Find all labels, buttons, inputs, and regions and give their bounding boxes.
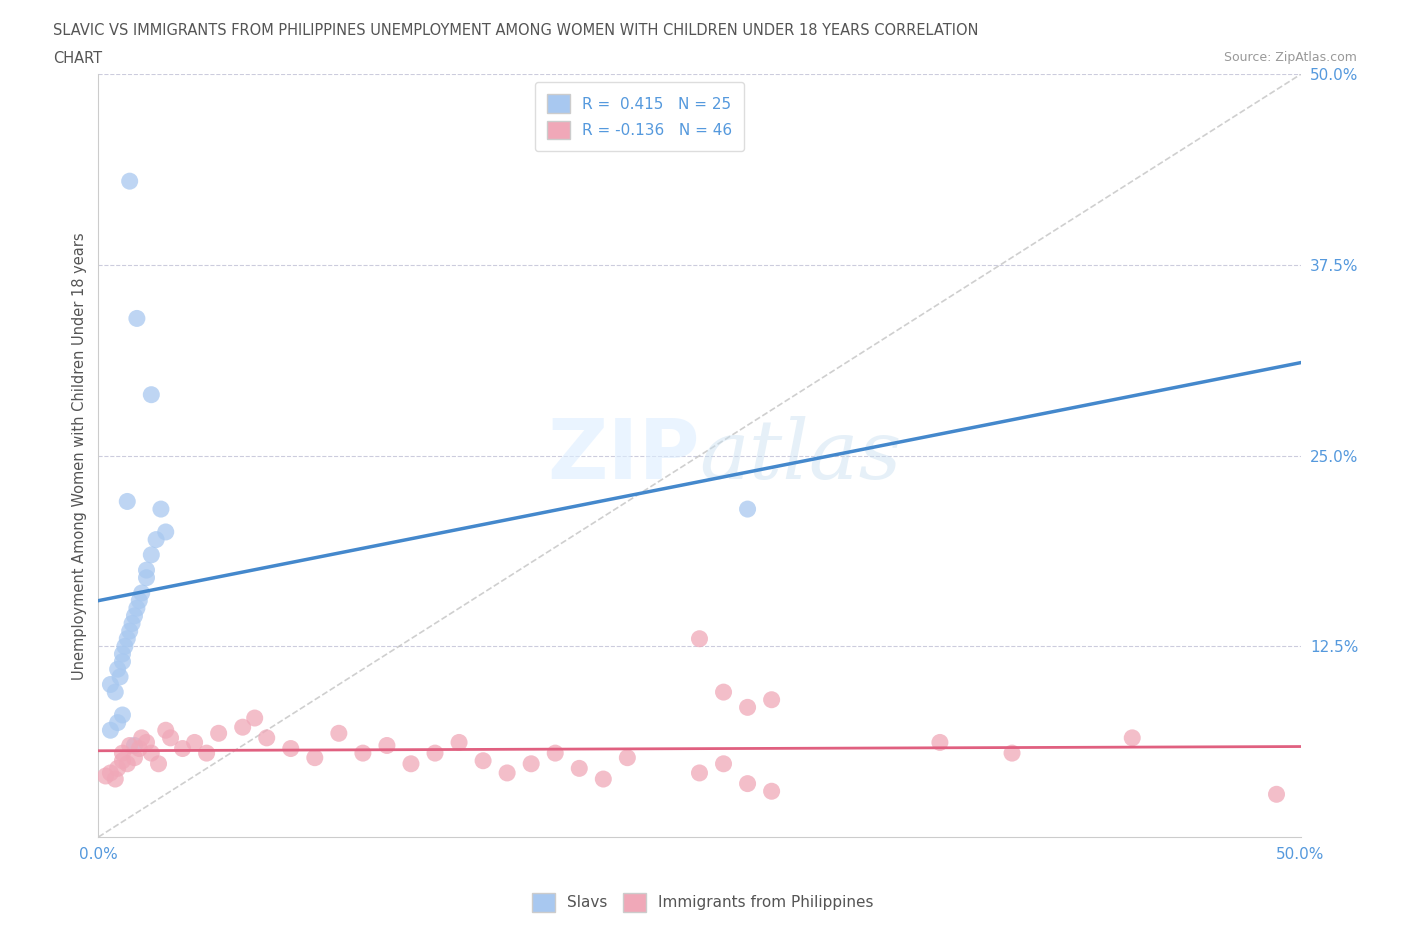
Point [1001, 746, 1024, 761]
Point [423, 746, 446, 761]
Point [141, 548, 163, 563]
Point [135, 570, 157, 585]
Point [100, 677, 122, 692]
Point [124, 738, 146, 753]
Point [195, 746, 218, 761]
Point [124, 751, 146, 765]
Text: SLAVIC VS IMMIGRANTS FROM PHILIPPINES UNEMPLOYMENT AMONG WOMEN WITH CHILDREN UND: SLAVIC VS IMMIGRANTS FROM PHILIPPINES UN… [53, 23, 979, 38]
Text: atlas: atlas [699, 416, 901, 496]
Point [616, 751, 638, 765]
Point [148, 756, 170, 771]
Point [111, 708, 134, 723]
Point [352, 746, 374, 761]
Point [928, 735, 950, 750]
Point [737, 501, 759, 516]
Point [713, 756, 735, 771]
Point [155, 723, 177, 737]
Point [304, 751, 326, 765]
Point [155, 525, 177, 539]
Point [135, 563, 157, 578]
Point [124, 608, 146, 623]
Point [125, 601, 148, 616]
Point [1265, 787, 1288, 802]
Point [447, 735, 470, 750]
Text: ZIP: ZIP [547, 415, 699, 497]
Point [131, 730, 153, 745]
Point [107, 761, 129, 776]
Point [111, 746, 134, 761]
Point [232, 720, 254, 735]
Point [761, 784, 783, 799]
Point [328, 725, 350, 740]
Point [117, 631, 139, 646]
Point [111, 753, 134, 768]
Point [688, 631, 710, 646]
Point [544, 746, 567, 761]
Point [114, 639, 136, 654]
Point [183, 735, 205, 750]
Point [135, 735, 157, 750]
Point [117, 494, 139, 509]
Point [128, 593, 150, 608]
Point [159, 730, 181, 745]
Point [256, 730, 278, 745]
Point [100, 765, 122, 780]
Point [128, 741, 150, 756]
Point [111, 646, 134, 661]
Text: CHART: CHART [53, 51, 103, 66]
Point [125, 311, 148, 325]
Point [118, 738, 141, 753]
Point [121, 616, 143, 631]
Point [1121, 730, 1143, 745]
Point [104, 684, 127, 699]
Point [568, 761, 591, 776]
Point [737, 700, 759, 715]
Point [375, 738, 398, 753]
Point [100, 723, 122, 737]
Point [131, 586, 153, 601]
Point [713, 684, 735, 699]
Point [117, 756, 139, 771]
Point [520, 756, 543, 771]
Point [761, 692, 783, 707]
Text: Source: ZipAtlas.com: Source: ZipAtlas.com [1223, 51, 1357, 64]
Point [472, 753, 495, 768]
Point [145, 532, 167, 547]
Point [107, 662, 129, 677]
Point [118, 174, 141, 189]
Point [141, 387, 163, 402]
Point [280, 741, 302, 756]
Point [172, 741, 194, 756]
Point [688, 765, 710, 780]
Y-axis label: Unemployment Among Women with Children Under 18 years: Unemployment Among Women with Children U… [72, 232, 87, 680]
Point [118, 624, 141, 639]
Legend: R =  0.415   N = 25, R = -0.136   N = 46: R = 0.415 N = 25, R = -0.136 N = 46 [534, 82, 744, 152]
Legend: Slavs, Immigrants from Philippines: Slavs, Immigrants from Philippines [526, 887, 880, 918]
Point [243, 711, 266, 725]
Point [399, 756, 422, 771]
Point [108, 670, 131, 684]
Point [94, 768, 117, 783]
Point [592, 772, 614, 787]
Point [104, 772, 127, 787]
Point [111, 654, 134, 669]
Point [737, 777, 759, 791]
Point [107, 715, 129, 730]
Point [149, 501, 172, 516]
Point [141, 746, 163, 761]
Point [496, 765, 519, 780]
Point [208, 725, 231, 740]
